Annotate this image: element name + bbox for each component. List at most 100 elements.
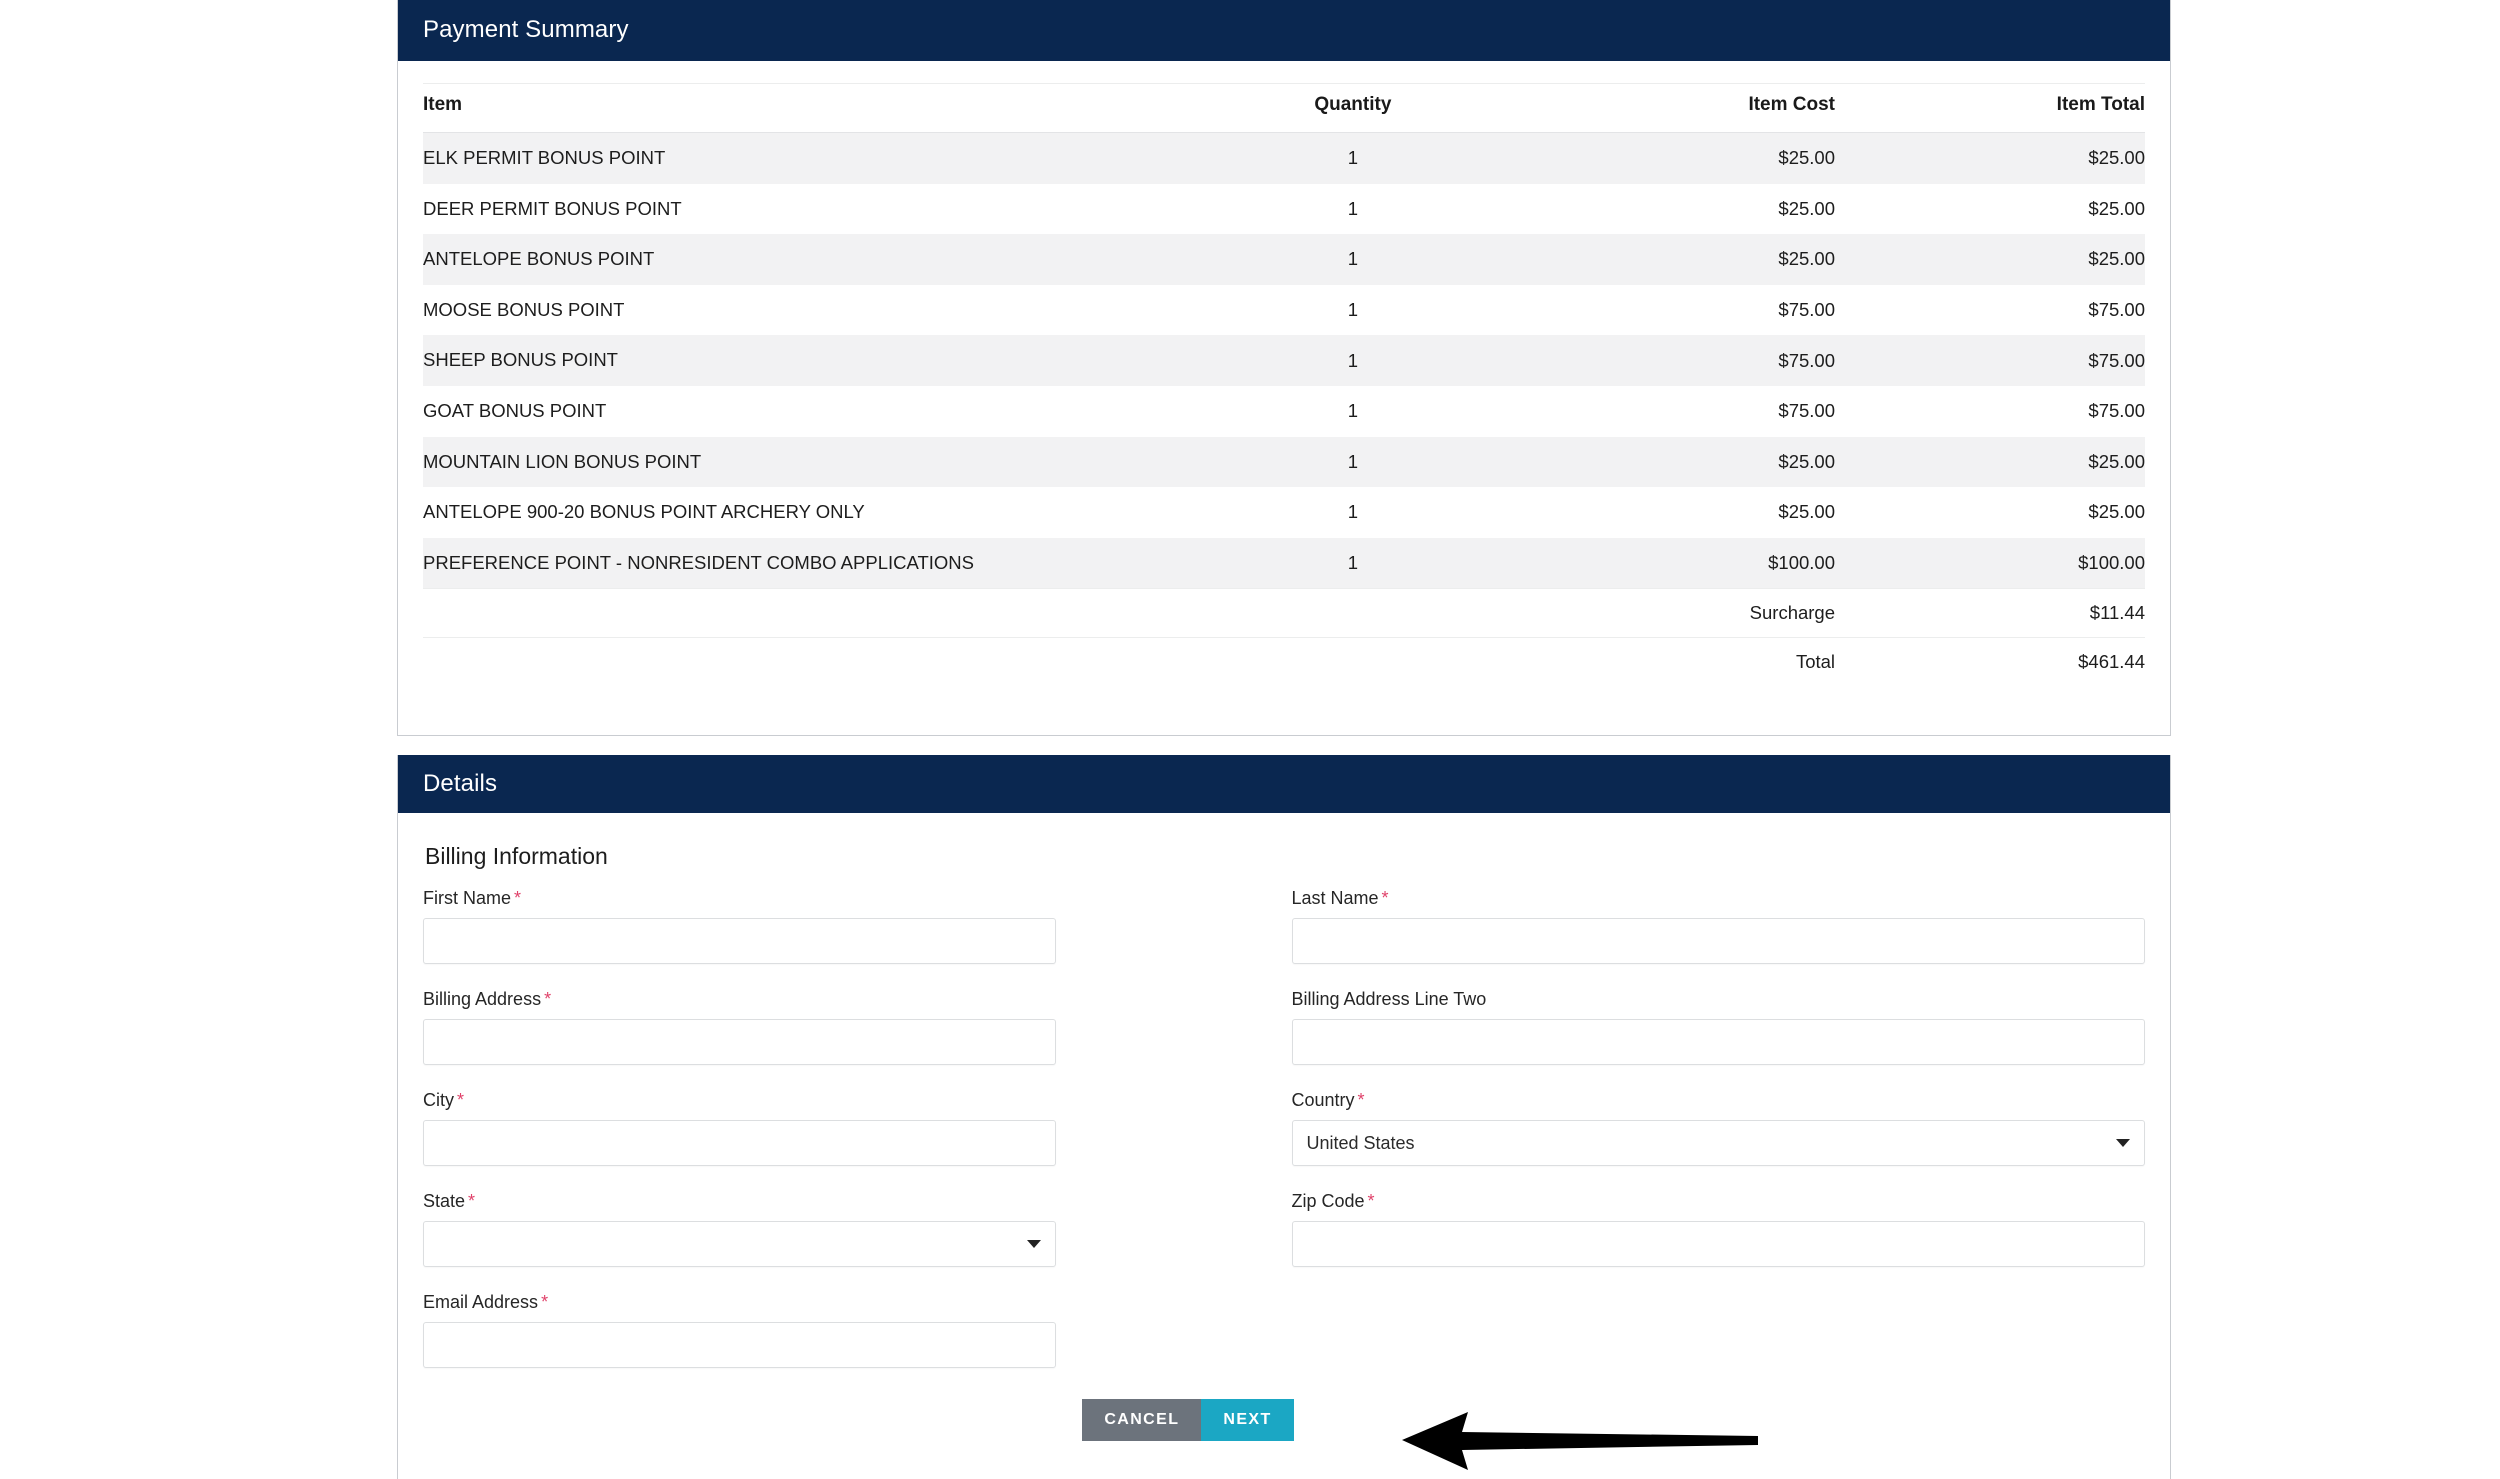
cell-quantity: 1 — [1232, 132, 1474, 184]
country-selected-value: United States — [1306, 1132, 1415, 1153]
label-city: City * — [423, 1090, 1277, 1120]
footer-spacer — [1232, 637, 1474, 687]
footer-spacer — [423, 637, 1233, 687]
cell-item-cost: $25.00 — [1778, 501, 1836, 523]
required-marker-email: * — [541, 1292, 549, 1312]
cell-item-total: $25.00 — [1835, 436, 2145, 488]
required-marker-country: * — [1357, 1090, 1365, 1110]
footer-spacer — [423, 588, 1233, 638]
required-marker-billing-address: * — [544, 989, 552, 1009]
cell-quantity: 1 — [1232, 436, 1474, 488]
details-card: Details Billing Information First Name * … — [397, 755, 2171, 1479]
label-country-text: Country — [1291, 1090, 1355, 1110]
table-row: ANTELOPE 900-20 BONUS POINT ARCHERY ONLY… — [423, 487, 2145, 538]
field-billing-address-line-two: Billing Address Line Two — [1291, 989, 2146, 1090]
required-marker-billing-address-two — [1486, 989, 1489, 1009]
cell-item-total: $100.00 — [1835, 537, 2145, 589]
table-row: GOAT BONUS POINT 1 $75.00 $75.00 — [423, 386, 2145, 437]
payment-summary-header: Payment Summary — [398, 0, 2170, 61]
footer-label: Surcharge — [1473, 588, 1836, 638]
cell-item-cost: $75.00 — [1778, 299, 1836, 321]
billing-information-title: Billing Information — [425, 843, 608, 869]
label-first-name-text: First Name — [423, 888, 512, 908]
payment-summary-body: Item Quantity Item Cost Item Total ELK P… — [398, 83, 2170, 687]
cancel-button[interactable]: CANCEL — [1082, 1399, 1202, 1441]
table-head: Item Quantity Item Cost Item Total — [423, 83, 2145, 133]
billing-form: First Name * Last Name * — [423, 876, 2145, 1393]
required-marker-state: * — [468, 1191, 476, 1211]
label-zip-code-text: Zip Code — [1291, 1191, 1365, 1211]
chevron-down-icon — [1027, 1240, 1041, 1248]
label-email-address: Email Address * — [423, 1292, 1277, 1322]
cell-item-total: $75.00 — [2088, 400, 2145, 422]
chevron-down-icon — [2116, 1139, 2130, 1147]
field-last-name: Last Name * — [1291, 888, 2146, 989]
zip-code-input[interactable] — [1291, 1221, 2145, 1267]
column-header-quantity: Quantity — [1232, 83, 1474, 133]
cell-item-total: $25.00 — [2088, 501, 2145, 523]
table-header-row: Item Quantity Item Cost Item Total — [423, 83, 2145, 133]
cell-quantity: 1 — [1347, 400, 1359, 422]
field-email-address: Email Address * — [423, 1292, 1277, 1393]
cell-item: SHEEP BONUS POINT — [423, 335, 1233, 386]
cell-quantity: 1 — [1232, 537, 1474, 589]
cell-quantity: 1 — [1232, 335, 1474, 386]
cell-item: ANTELOPE BONUS POINT — [423, 234, 1233, 285]
label-email-address-text: Email Address — [423, 1292, 539, 1312]
state-select[interactable] — [423, 1221, 1056, 1267]
form-actions: CANCEL NEXT — [423, 1393, 2145, 1441]
payment-summary-table: Item Quantity Item Cost Item Total ELK P… — [423, 83, 2145, 687]
cell-item: DEER PERMIT BONUS POINT — [423, 197, 682, 219]
required-marker-city: * — [457, 1090, 465, 1110]
last-name-input[interactable] — [1291, 918, 2145, 964]
table-row: MOOSE BONUS POINT 1 $75.00 $75.00 — [423, 285, 2145, 336]
billing-address-input[interactable] — [423, 1019, 1056, 1065]
field-first-name: First Name * — [423, 888, 1277, 989]
label-state: State * — [423, 1191, 1277, 1221]
label-billing-address: Billing Address * — [423, 989, 1277, 1019]
field-state: State * — [423, 1191, 1277, 1292]
label-first-name: First Name * — [423, 888, 1277, 918]
field-spacer — [1292, 1292, 2146, 1393]
required-marker-last-name: * — [1381, 888, 1389, 908]
cell-item: ELK PERMIT BONUS POINT — [423, 132, 1233, 184]
billing-address-line-two-input[interactable] — [1291, 1019, 2145, 1065]
column-header-item-total: Item Total — [1835, 83, 2145, 133]
cell-item-cost: $25.00 — [1473, 234, 1836, 285]
cell-item: ANTELOPE 900-20 BONUS POINT ARCHERY ONLY — [423, 501, 865, 523]
cell-item-total: $25.00 — [1835, 132, 2145, 184]
field-zip-code: Zip Code * — [1291, 1191, 2146, 1292]
label-last-name: Last Name * — [1292, 888, 2146, 918]
cell-item: PREFERENCE POINT - NONRESIDENT COMBO APP… — [423, 537, 1233, 589]
column-header-item-cost: Item Cost — [1473, 83, 1836, 133]
footer-label: Total — [1473, 637, 1836, 687]
field-country: Country * United States — [1291, 1090, 2145, 1191]
details-title: Details — [423, 770, 498, 797]
label-zip-code: Zip Code * — [1292, 1191, 2146, 1221]
city-input[interactable] — [423, 1120, 1056, 1166]
country-select[interactable]: United States — [1291, 1120, 2145, 1166]
cell-quantity: 1 — [1232, 234, 1474, 285]
footer-value: $461.44 — [1835, 637, 2145, 687]
cell-item-cost: $100.00 — [1473, 537, 1836, 589]
label-last-name-text: Last Name — [1291, 888, 1379, 908]
cell-item: MOOSE BONUS POINT — [423, 298, 625, 320]
email-address-input[interactable] — [423, 1322, 1056, 1368]
details-body: Billing Information First Name * Last Nam… — [398, 813, 2170, 1441]
payment-summary-title: Payment Summary — [423, 16, 629, 43]
cell-item-cost: $75.00 — [1473, 335, 1836, 386]
cell-item-total: $75.00 — [1835, 335, 2145, 386]
table-row: ANTELOPE BONUS POINT 1 $25.00 $25.00 — [423, 234, 2145, 285]
label-billing-address-line-two: Billing Address Line Two — [1292, 989, 2146, 1019]
table-footer-row: Surcharge $11.44 — [423, 588, 2145, 638]
cell-item: GOAT BONUS POINT — [423, 399, 607, 421]
next-button[interactable]: NEXT — [1201, 1399, 1294, 1441]
label-billing-address-text: Billing Address — [423, 989, 542, 1009]
required-marker-first-name: * — [514, 888, 522, 908]
table-body: ELK PERMIT BONUS POINT 1 $25.00 $25.00 DEER … — [423, 132, 2145, 589]
cell-item-total: $25.00 — [1835, 234, 2145, 285]
field-city: City * — [423, 1090, 1277, 1191]
cell-item-cost: $25.00 — [1473, 436, 1836, 488]
first-name-input[interactable] — [423, 918, 1056, 964]
